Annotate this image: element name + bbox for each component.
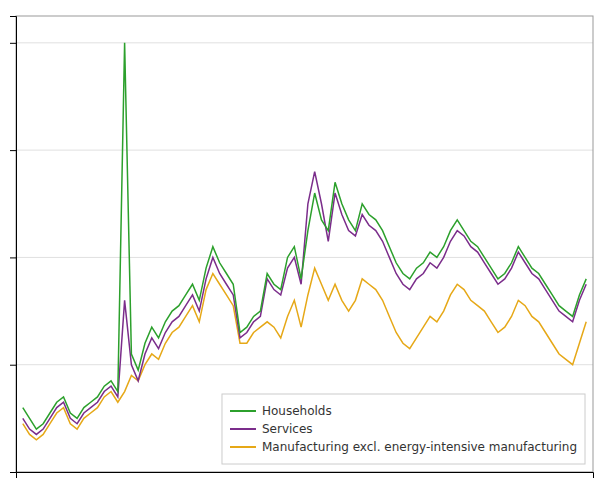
y-tick-mark bbox=[10, 43, 16, 44]
plot: Households Services Manufacturing excl. en… bbox=[10, 16, 594, 478]
legend-item: Services bbox=[230, 422, 313, 436]
y-tick-mark bbox=[10, 365, 16, 366]
grid-line bbox=[16, 364, 593, 365]
legend-label: Manufacturing excl. energy-intensive man… bbox=[262, 440, 577, 454]
x-axis bbox=[17, 473, 594, 479]
y-tick bbox=[10, 43, 16, 44]
legend-label: Households bbox=[262, 404, 332, 418]
legend-item: Households bbox=[230, 404, 332, 418]
grid bbox=[16, 43, 593, 472]
legend-item: Manufacturing excl. energy-intensive man… bbox=[230, 440, 577, 454]
grid-line bbox=[16, 42, 593, 43]
legend-label: Services bbox=[262, 422, 313, 436]
legend-box bbox=[222, 394, 585, 464]
y-tick-mark bbox=[10, 150, 16, 151]
legend-swatch bbox=[230, 428, 256, 430]
legend-swatch bbox=[230, 446, 256, 448]
y-tick-mark bbox=[10, 472, 16, 473]
y-tick bbox=[10, 365, 16, 366]
x-axis-line bbox=[17, 473, 594, 479]
y-tick bbox=[10, 472, 16, 473]
y-axis bbox=[10, 17, 17, 473]
legend-swatch bbox=[230, 410, 256, 412]
y-axis-line bbox=[10, 17, 17, 473]
chart: Households Services Manufacturing excl. en… bbox=[0, 0, 609, 488]
grid-line bbox=[16, 150, 593, 151]
y-tick bbox=[10, 150, 16, 151]
y-tick bbox=[10, 257, 16, 258]
legend: Households Services Manufacturing excl. en… bbox=[222, 394, 585, 464]
series-line bbox=[23, 43, 586, 429]
y-tick-mark bbox=[10, 257, 16, 258]
plot-frame bbox=[16, 16, 593, 472]
lines bbox=[23, 43, 586, 440]
